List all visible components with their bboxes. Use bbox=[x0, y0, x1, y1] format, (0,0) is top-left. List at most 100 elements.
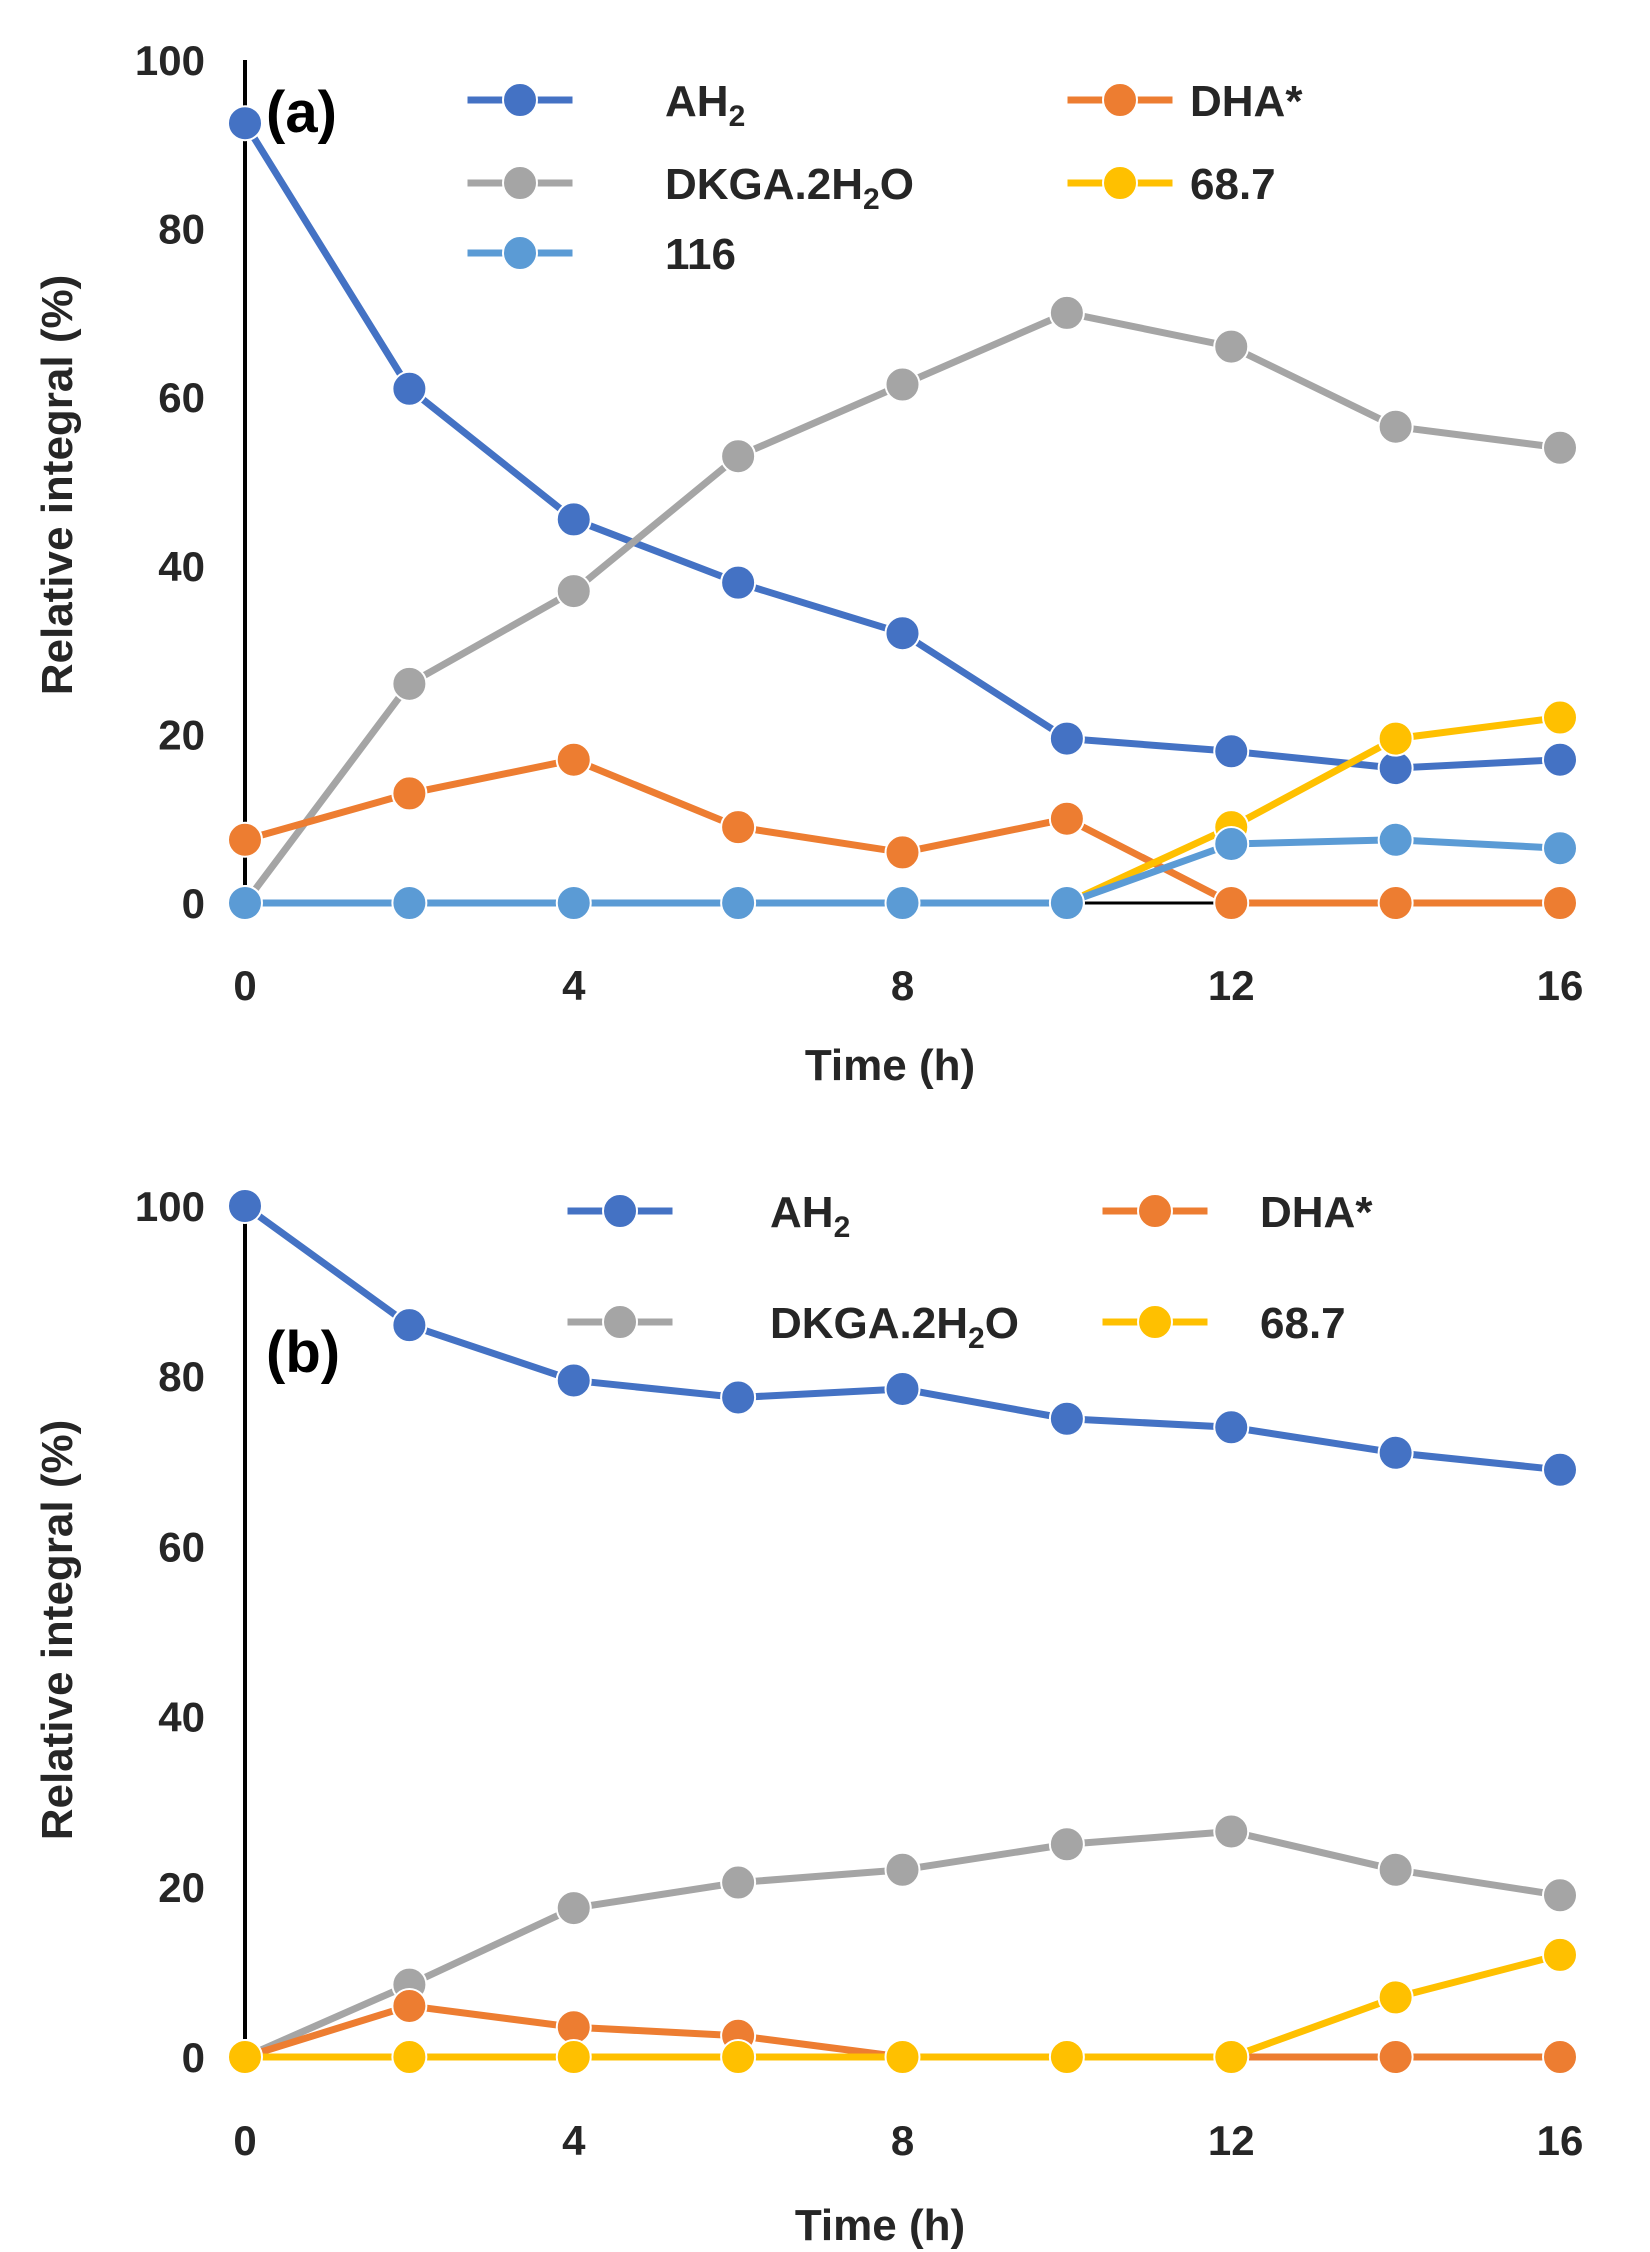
data-point-ah2-t0 bbox=[227, 1188, 263, 1224]
y-tick-label-100: 100 bbox=[135, 37, 205, 84]
y-tick-label-100: 100 bbox=[135, 1183, 205, 1230]
data-point-116-t16 bbox=[1542, 830, 1578, 867]
y-tick-label-0: 0 bbox=[182, 2034, 205, 2081]
data-point-dkga-2h2o-t6 bbox=[720, 438, 757, 475]
series-layer bbox=[227, 105, 1578, 921]
legend-marker bbox=[502, 82, 538, 118]
legend-label: 116 bbox=[665, 230, 736, 279]
data-point-116-t8 bbox=[884, 885, 921, 921]
chart-panel-b: Relative integral (%) Time (h) (b) 02040… bbox=[33, 1183, 1583, 2250]
x-tick-label-0: 0 bbox=[233, 2117, 256, 2164]
y-tick-label-0: 0 bbox=[182, 880, 205, 927]
data-point-dkga-2h2o-t10 bbox=[1048, 1826, 1085, 1863]
data-point-dkga-2h2o-t14 bbox=[1377, 408, 1414, 445]
data-point-dkga-2h2o-t6 bbox=[720, 1864, 757, 1901]
legend-label: DHA* bbox=[1190, 77, 1303, 126]
data-point-68-7-t12 bbox=[1213, 2039, 1250, 2075]
data-point-68-7-t4 bbox=[555, 2039, 592, 2075]
data-point-ah2-t12 bbox=[1213, 733, 1250, 770]
legend-marker bbox=[1137, 1304, 1173, 1340]
x-tick-label-16: 16 bbox=[1537, 962, 1584, 1009]
data-point-68-7-t8 bbox=[884, 2039, 921, 2075]
data-point-dkga-2h2o-t2 bbox=[391, 665, 428, 702]
series-ah2 bbox=[227, 1188, 1578, 1488]
legend-item-dha: DHA* bbox=[1102, 1188, 1373, 1237]
data-point-68-7-t14 bbox=[1377, 1979, 1414, 2016]
x-tick-labels: 0 4 8 12 16 bbox=[233, 962, 1583, 1009]
data-point-dha-t16 bbox=[1542, 885, 1578, 921]
y-tick-label-20: 20 bbox=[158, 711, 205, 758]
data-point-dha-t8 bbox=[884, 834, 921, 871]
data-point-68-7-t6 bbox=[720, 2039, 757, 2075]
series-line-68-7 bbox=[1065, 714, 1561, 907]
legend-label: DKGA.2H2O bbox=[770, 1299, 1019, 1355]
y-tick-labels: 0 20 40 60 80 100 bbox=[135, 1183, 205, 2081]
series-line-ah2 bbox=[242, 121, 1561, 772]
data-point-dha-t14 bbox=[1377, 2039, 1414, 2075]
x-tick-label-8: 8 bbox=[891, 962, 914, 1009]
data-point-ah2-t10 bbox=[1048, 720, 1085, 757]
legend-item-dkga-2h2o: DKGA.2H2O bbox=[567, 1299, 1019, 1355]
data-point-dkga-2h2o-t12 bbox=[1213, 328, 1250, 365]
data-point-dha-t10 bbox=[1048, 800, 1085, 837]
legend-marker bbox=[1137, 1193, 1173, 1229]
data-point-dkga-2h2o-t14 bbox=[1377, 1851, 1414, 1888]
legend-item-68-7: 68.7 bbox=[1067, 160, 1276, 209]
legend-marker bbox=[502, 235, 538, 271]
legend-label: AH2 bbox=[665, 77, 745, 133]
data-point-dkga-2h2o-t4 bbox=[555, 573, 592, 610]
data-point-ah2-t2 bbox=[391, 370, 428, 407]
series-dkga-2h2o bbox=[227, 1813, 1578, 2075]
data-point-116-t4 bbox=[555, 885, 592, 921]
data-point-ah2-t4 bbox=[555, 1362, 592, 1399]
y-tick-label-80: 80 bbox=[158, 1353, 205, 1400]
data-point-dkga-2h2o-t8 bbox=[884, 366, 921, 403]
data-point-dha-t12 bbox=[1213, 885, 1250, 921]
data-point-ah2-t8 bbox=[884, 615, 921, 652]
legend-label: 68.7 bbox=[1260, 1299, 1346, 1348]
legend-item-ah2: AH2 bbox=[567, 1188, 850, 1244]
x-tick-label-12: 12 bbox=[1208, 962, 1255, 1009]
data-point-dkga-2h2o-t12 bbox=[1213, 1813, 1250, 1850]
data-point-68-7-t16 bbox=[1542, 1936, 1578, 1973]
data-point-dha-t0 bbox=[227, 821, 263, 858]
legend-marker bbox=[1102, 165, 1138, 201]
series-68-7 bbox=[227, 1936, 1578, 2075]
data-point-ah2-t10 bbox=[1048, 1400, 1085, 1437]
data-point-dkga-2h2o-t16 bbox=[1542, 1877, 1578, 1914]
data-point-dkga-2h2o-t16 bbox=[1542, 429, 1578, 466]
y-tick-label-40: 40 bbox=[158, 543, 205, 590]
data-point-dha-t2 bbox=[391, 775, 428, 812]
legend-marker bbox=[1102, 82, 1138, 118]
data-point-dkga-2h2o-t10 bbox=[1048, 294, 1085, 331]
x-tick-label-12: 12 bbox=[1208, 2117, 1255, 2164]
data-point-116-t12 bbox=[1213, 825, 1250, 862]
data-point-116-t6 bbox=[720, 885, 757, 921]
y-tick-label-20: 20 bbox=[158, 1864, 205, 1911]
data-point-68-7-t16 bbox=[1542, 699, 1578, 736]
y-tick-labels: 0 20 40 60 80 100 bbox=[135, 37, 205, 927]
series-dkga-2h2o bbox=[227, 294, 1578, 921]
data-point-dkga-2h2o-t4 bbox=[555, 1890, 592, 1927]
legend-item-68-7: 68.7 bbox=[1102, 1299, 1346, 1348]
data-point-dha-t6 bbox=[720, 809, 757, 846]
legend-label: DHA* bbox=[1260, 1188, 1373, 1237]
y-axis-label: Relative integral (%) bbox=[33, 275, 82, 696]
data-point-116-t10 bbox=[1048, 885, 1085, 921]
legend-item-dkga-2h2o: DKGA.2H2O bbox=[467, 160, 914, 216]
x-tick-label-8: 8 bbox=[891, 2117, 914, 2164]
data-point-116-t14 bbox=[1377, 821, 1414, 858]
legend-item-ah2: AH2 bbox=[467, 77, 745, 133]
series-layer bbox=[227, 1188, 1578, 2075]
data-point-ah2-t2 bbox=[391, 1307, 428, 1344]
panel-label: (a) bbox=[266, 80, 337, 145]
data-point-ah2-t16 bbox=[1542, 1451, 1578, 1488]
data-point-68-7-t0 bbox=[227, 2039, 263, 2075]
data-point-68-7-t14 bbox=[1377, 720, 1414, 757]
data-point-dha-t2 bbox=[391, 1987, 428, 2024]
series-68-7 bbox=[1048, 699, 1578, 921]
x-axis-label: Time (h) bbox=[805, 1041, 975, 1090]
x-tick-label-4: 4 bbox=[562, 962, 586, 1009]
legend-marker bbox=[602, 1304, 638, 1340]
data-point-ah2-t16 bbox=[1542, 741, 1578, 778]
